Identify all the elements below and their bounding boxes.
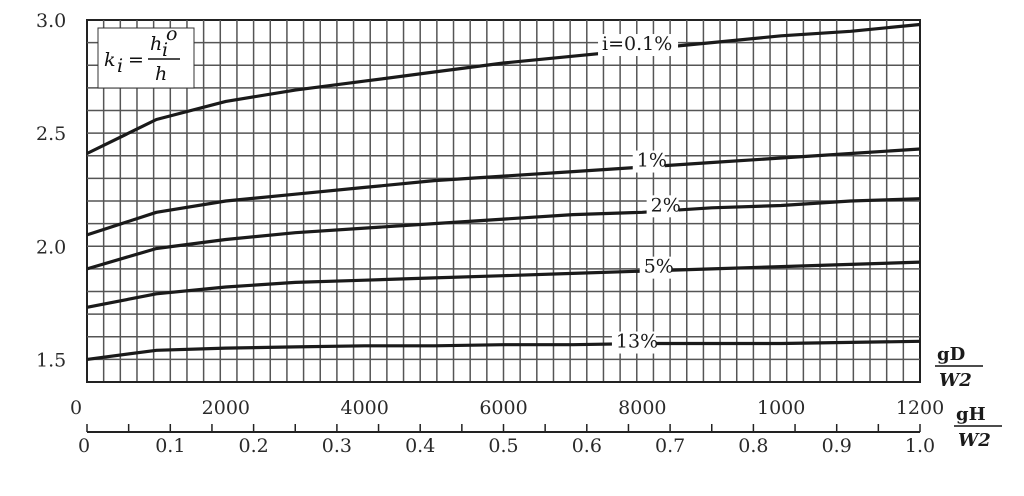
curve-label-bg xyxy=(646,195,679,218)
x-top-tick-label: 0 xyxy=(70,397,82,419)
x-top-tick-label: 8000 xyxy=(618,397,666,419)
x-bottom-tick-label: 0.8 xyxy=(738,435,768,457)
formula-num-sub: i xyxy=(162,39,168,61)
x-bottom-tick-label: 0.1 xyxy=(155,435,185,457)
x-bottom-tick-label: 0.9 xyxy=(822,435,852,457)
x-top-title-num: gD xyxy=(937,344,965,365)
curve-label-bg xyxy=(632,150,665,173)
x-bottom-tick-label: 0.5 xyxy=(488,435,518,457)
x-top-axis-title: gD W2 xyxy=(935,344,983,391)
curve-label: i=0.1% xyxy=(602,33,672,55)
y-axis: 1.5 2.0 2.5 3.0 xyxy=(36,10,66,371)
curves xyxy=(86,22,921,361)
y-tick-label: 2.5 xyxy=(36,123,66,145)
x-bottom-tick-label: 0.3 xyxy=(322,435,352,457)
curve-i0.1 xyxy=(86,22,921,155)
formula-num-sup: o xyxy=(166,23,177,45)
y-tick-label: 1.5 xyxy=(36,349,66,371)
formula-num: h xyxy=(150,33,162,55)
x-top-title-den: W2 xyxy=(939,370,972,391)
x-bottom-tick-label: 0.7 xyxy=(655,435,685,457)
x-bottom-tick-label: 0.2 xyxy=(238,435,268,457)
x-bottom-tick-label: 1.0 xyxy=(905,435,935,457)
x-bottom-tick-label: 0.6 xyxy=(572,435,602,457)
x-axis-bottom: 0 0.1 0.2 0.3 0.4 0.5 0.6 0.7 0.8 0.9 1.0 xyxy=(78,424,935,457)
curve-label: 13% xyxy=(616,331,658,353)
curve-13 xyxy=(86,339,921,361)
curve-labels: i=0.1% 1% 2% 5% 13% xyxy=(598,33,681,354)
formula-den: h xyxy=(155,63,167,85)
x-top-tick-label: 1000 xyxy=(757,397,805,419)
x-top-tick-label: 1200 xyxy=(896,397,944,419)
curve-5 xyxy=(86,260,921,309)
x-top-tick-label: 4000 xyxy=(340,397,388,419)
curve-label: 1% xyxy=(637,150,667,172)
x-top-tick-label: 2000 xyxy=(202,397,250,419)
curve-1 xyxy=(86,147,921,237)
curve-label: 2% xyxy=(651,194,681,216)
x-bottom-title-den: W2 xyxy=(958,430,991,451)
formula-lhs-sub: i xyxy=(117,55,123,77)
curve-label-bg xyxy=(611,331,656,354)
y-tick-label: 2.0 xyxy=(36,236,66,258)
formula-box: k i = h i o h xyxy=(97,23,195,89)
curve-2 xyxy=(86,197,921,271)
x-bottom-tick-label: 0.4 xyxy=(405,435,435,457)
curve-label-bg xyxy=(598,34,679,57)
x-bottom-title-num: gH xyxy=(956,404,986,425)
x-axis-top: 0 2000 4000 6000 8000 1000 1200 xyxy=(70,381,944,419)
y-tick-label: 3.0 xyxy=(36,10,66,32)
curve-label-bg xyxy=(639,256,672,279)
x-bottom-axis-title: gH W2 xyxy=(954,404,1002,451)
formula-eq: = xyxy=(128,49,144,71)
curve-label: 5% xyxy=(644,256,674,278)
formula-lhs: k xyxy=(104,49,116,71)
x-bottom-tick-label: 0 xyxy=(78,435,90,457)
x-top-tick-label: 6000 xyxy=(479,397,527,419)
grid xyxy=(86,19,921,383)
